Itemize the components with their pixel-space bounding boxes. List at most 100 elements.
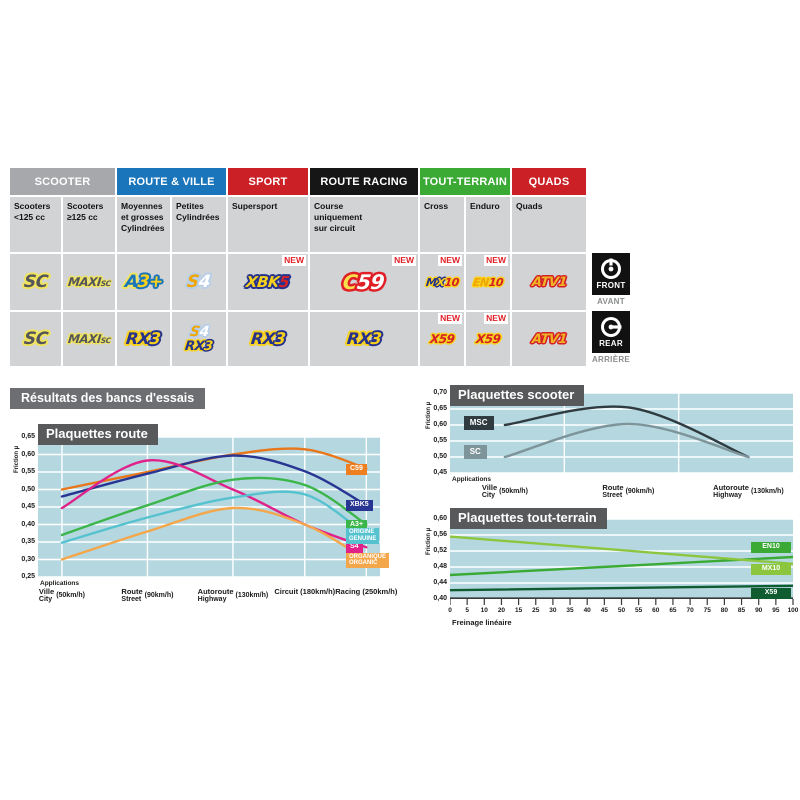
badge-text: 59 [356,270,386,294]
x-tick-label: 60 [652,607,660,614]
series-line-organique-organic [60,506,368,561]
product-badge-sc: SC [22,271,49,292]
series-label-sc: SC [463,444,487,459]
badge-text: 3+ [136,271,164,292]
x-category-label: Route Street (90km/h) [121,588,173,603]
x-category-speed: (130km/h) [235,592,269,600]
badge-text: SC [22,271,49,292]
front-row-cell: NEW C59 [310,254,418,310]
product-badge-s4: S4 [186,272,211,292]
y-tick-label: 0,50 [21,485,35,493]
series-line-origine-genuine [60,490,368,544]
badge-text: 5 [278,272,291,291]
x-tick-label: 100 [787,607,799,614]
badge-text: SC [99,279,111,288]
series-label-mx10: MX10 [751,564,791,576]
badge-text: EN [472,275,490,289]
x-tick-label: 45 [600,607,608,614]
x-tick-label: 10 [480,607,488,614]
results-heading: Résultats des bancs d'essais [10,388,206,409]
series-label-a3-: A3+ [346,519,368,531]
y-tick-label: 0,25 [21,573,35,580]
x-category-fr: Route [121,587,143,596]
x-tick-marks [450,599,794,605]
product-badge-s4: S4 [189,324,210,340]
front-row-cell: NEW EN10 [466,254,510,310]
y-tick-label: 0,40 [433,595,447,602]
applications-label: Applications [452,476,492,483]
series-label-origine-genuine: ORIGINE GENUINE [346,528,380,544]
front-marker-subtitle: AVANT [597,297,625,306]
x-category-names: Ville City [482,484,497,499]
y-tick-label: 0,52 [433,547,447,554]
x-category-label: Autoroute Highway (130km/h) [713,484,784,499]
category-header-route-ville: ROUTE & VILLE [117,168,226,195]
x-category-fr: Circuit (180km/h) [274,587,336,596]
badge-text: SC [22,328,49,349]
product-badge-xbk5: XBK5 [245,272,291,291]
badge-text: 3 [149,329,162,348]
front-disc-icon [601,258,621,279]
category-header-sport: SPORT [228,168,308,195]
chart-plot-area [38,437,380,577]
x-category-speed: (50km/h) [499,488,528,496]
x-category-label: Route Street (90km/h) [602,484,654,499]
front-row-cell: ATV1 [512,254,586,310]
series-label-organique-organic: ORGANIQUE ORGANIC [346,552,390,569]
series-label-x59: X59 [751,587,791,599]
series-label-en10: EN10 [751,542,791,554]
subheader-cell: Enduro [466,197,510,252]
x-category-en: Street [121,595,142,603]
y-tick-label: 0,56 [433,531,447,538]
x-tick-label: 35 [566,607,574,614]
series-line-a3- [60,476,368,537]
x-category-en: City [481,491,496,499]
rear-marker-title: REAR [599,339,623,348]
new-badge: NEW [438,313,462,324]
badge-text: 4 [198,324,210,340]
x-tick-label: 20 [497,607,506,614]
series-line-msc [503,405,750,459]
product-badge-sc: SC [22,328,49,349]
rear-marker: REAR ARRIÈRE [591,311,631,364]
x-category-names: Autoroute Highway [198,588,234,603]
badge-text: RX [125,329,152,348]
product-badge-atv1: ATV1 [531,275,567,290]
new-badge: NEW [392,255,416,266]
rear-marker-subtitle: ARRIÈRE [591,355,631,364]
x-category-en: Street [602,491,623,499]
series-line-xbk5 [60,454,368,507]
badge-text: RX [184,339,206,354]
y-tick-label: 0,30 [21,555,35,563]
rear-row-cell: SC [10,312,61,366]
x-tick-label: 55 [635,607,643,614]
y-tick-label: 0,44 [433,579,447,586]
y-tick-label: 0,55 [21,468,35,475]
badge-text: XBK [245,272,281,291]
chart-title: Plaquettes scooter [450,385,585,406]
series-line-x59 [450,584,793,592]
y-tick-label: 0,55 [433,437,447,444]
front-row-cell: MAXISC [63,254,115,310]
subheader-cell: Cross [420,197,464,252]
y-tick-label: 0,40 [21,520,35,528]
x-category-fr: Autoroute [713,483,749,492]
chart-plot-area [450,393,793,473]
category-header-quads: QUADS [512,168,586,195]
x-tick-label: 0 [448,607,452,614]
rear-row-cell: RX3 [228,312,308,366]
product-badge-en10: EN10 [472,275,503,289]
offroad-chart: Friction µ 0,40 0,44 0,48 0,52 0,56 0,60 EN10 MX… [425,505,798,633]
chart-plot-area [450,519,793,599]
front-row-cell: SC [10,254,61,310]
category-header-route-racing: ROUTE RACING [310,168,418,195]
x-category-names: Route Street [121,588,142,603]
product-badge-rx3: RX3 [346,329,382,348]
x-tick-label: 90 [755,607,763,614]
x-tick-label: 65 [669,607,677,614]
product-badge-atv1: ATV1 [531,332,567,347]
series-line-sc [503,422,750,459]
product-badge-mx10: MX10 [425,276,459,289]
chart-title: Plaquettes tout-terrain [450,508,607,529]
rear-row-cell: MAXISC [63,312,115,366]
